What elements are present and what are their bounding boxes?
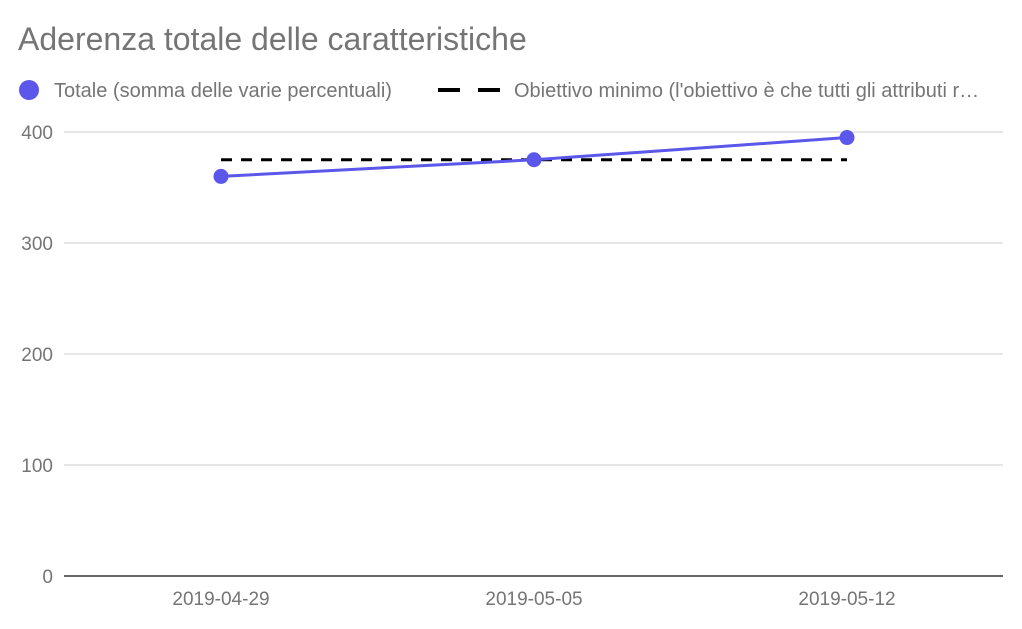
data-markers: [213, 130, 855, 184]
gridlines: [64, 131, 1003, 577]
data-point-total[interactable]: [213, 168, 229, 184]
y-tick-label: 400: [21, 123, 53, 144]
y-axis-ticks: 0 100 200 300 400: [21, 123, 53, 588]
legend-label-total: Totale (somma delle varie percentuali): [54, 80, 392, 102]
y-tick-label: 0: [42, 567, 53, 588]
data-point-total[interactable]: [839, 130, 855, 146]
legend-marker-total: [19, 80, 39, 100]
y-tick-label: 200: [21, 345, 53, 366]
data-point-total[interactable]: [526, 152, 542, 168]
x-tick-label: 2019-05-05: [485, 589, 582, 610]
legend: Totale (somma delle varie percentuali) O…: [19, 80, 979, 102]
x-tick-label: 2019-04-29: [172, 589, 269, 610]
y-tick-label: 300: [21, 234, 53, 255]
legend-label-target: Obiettivo minimo (l'obiettivo è che tutt…: [514, 80, 979, 102]
chart-title: Aderenza totale delle caratteristiche: [18, 21, 527, 57]
x-tick-label: 2019-05-12: [798, 589, 895, 610]
y-tick-label: 100: [21, 456, 53, 477]
x-axis-ticks: 2019-04-29 2019-05-05 2019-05-12: [172, 589, 895, 610]
